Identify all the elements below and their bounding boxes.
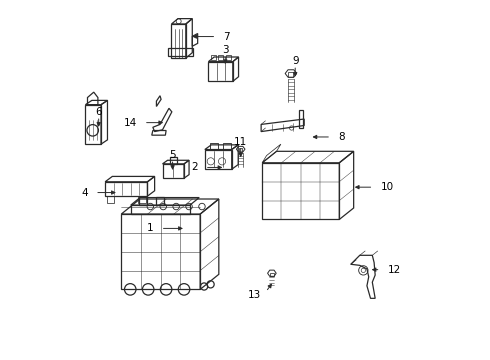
Bar [156, 197, 164, 205]
Text: 9: 9 [292, 56, 298, 66]
Bar [219, 55, 223, 60]
Text: 2: 2 [191, 162, 197, 172]
Bar [239, 148, 243, 152]
Bar [139, 197, 147, 205]
Text: 1: 1 [147, 224, 153, 233]
Text: 14: 14 [123, 118, 137, 128]
Text: 7: 7 [223, 32, 230, 41]
Bar [289, 72, 294, 77]
Bar [210, 143, 218, 149]
Text: 13: 13 [248, 291, 262, 300]
Text: 8: 8 [338, 132, 345, 142]
Text: 6: 6 [96, 107, 102, 117]
Text: 3: 3 [222, 45, 229, 55]
Bar [211, 55, 216, 60]
Text: 4: 4 [81, 188, 88, 198]
Bar [225, 55, 231, 60]
Text: 11: 11 [234, 137, 247, 147]
Bar [270, 273, 274, 276]
Text: 10: 10 [381, 182, 393, 192]
Text: 5: 5 [169, 150, 176, 160]
Bar [223, 143, 231, 149]
Text: 12: 12 [388, 265, 401, 275]
